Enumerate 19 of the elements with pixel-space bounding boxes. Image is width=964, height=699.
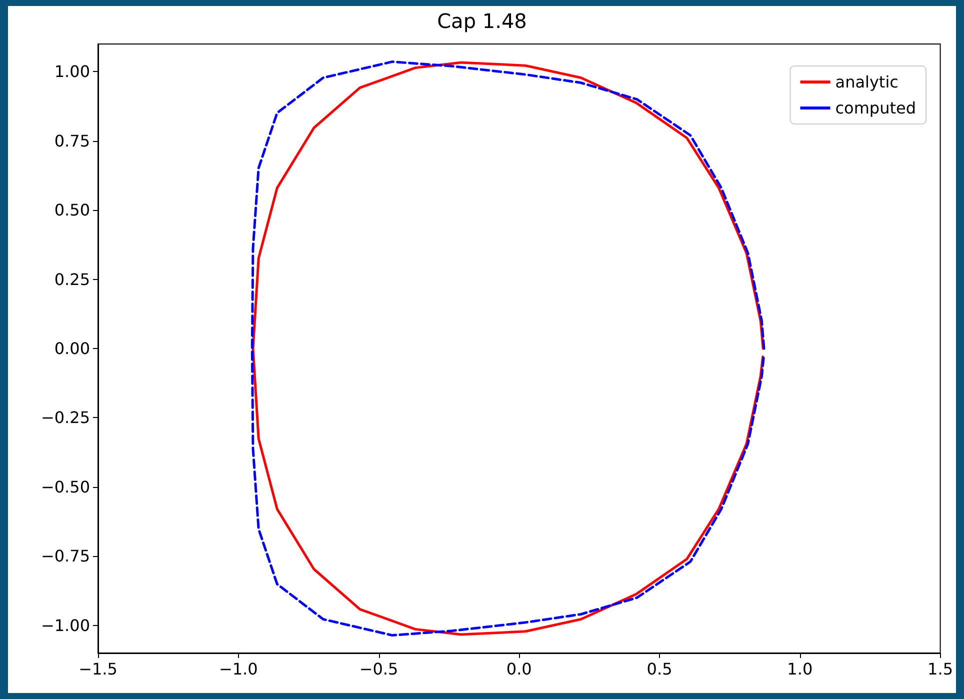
x-tick-label: −1.0 (218, 660, 258, 678)
x-tick-label: −0.5 (359, 660, 398, 678)
y-tick-label: 0.00 (54, 339, 90, 358)
y-tick-label: 0.75 (54, 131, 90, 150)
y-tick-label: 0.50 (54, 200, 90, 220)
y-tick-label: 1.00 (54, 62, 90, 82)
y-tick-label: −1.00 (40, 616, 90, 635)
y-tick-label: −0.50 (40, 477, 90, 496)
x-tick-label: 0.5 (646, 660, 672, 678)
x-tick-label: 1.0 (787, 660, 813, 678)
y-tick-label: 0.25 (54, 270, 90, 289)
chart-title: Cap 1.48 (437, 9, 527, 33)
y-tick-label: −0.25 (40, 408, 90, 428)
x-tick-label: 1.5 (928, 660, 954, 678)
legend-label: computed (835, 98, 916, 118)
x-tick-label: 0.0 (506, 660, 532, 678)
y-tick-label: −0.75 (40, 546, 90, 566)
legend-label: analytic (835, 72, 898, 92)
x-tick-label: −1.5 (78, 660, 118, 678)
